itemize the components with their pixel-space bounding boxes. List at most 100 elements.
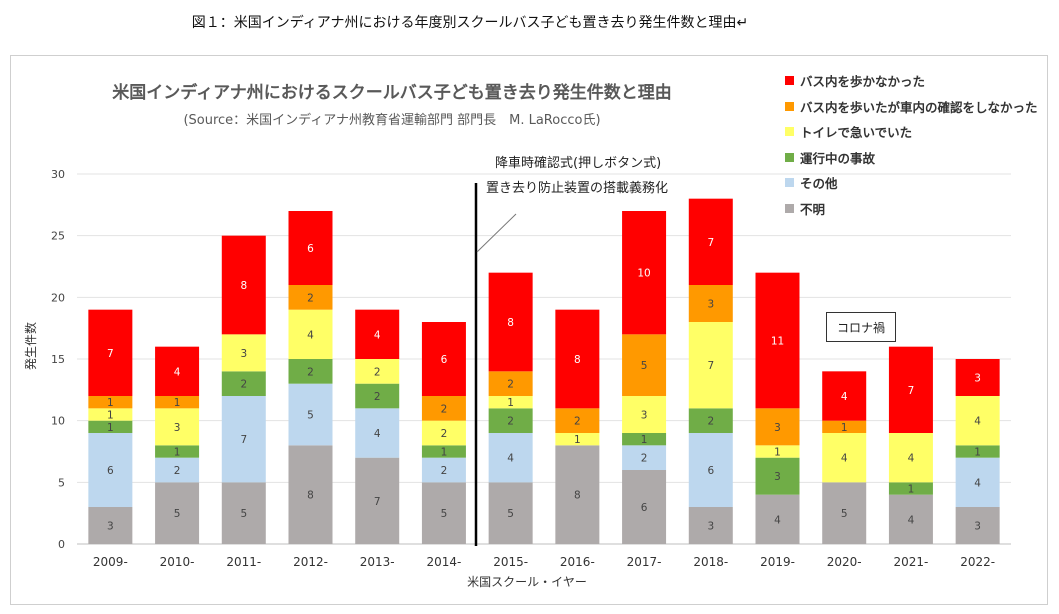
- data-label: 4: [374, 329, 381, 341]
- x-tick-label: 2016-: [560, 555, 595, 569]
- data-label: 4: [841, 391, 848, 403]
- x-tick-label: 2018-: [693, 555, 728, 569]
- bar-segment: [822, 482, 867, 544]
- data-label: 4: [307, 329, 314, 341]
- data-label: 2: [641, 453, 648, 465]
- bar-segment: [955, 359, 1000, 396]
- data-label: 1: [441, 447, 448, 459]
- bar-segment: [622, 470, 667, 544]
- data-label: 3: [707, 299, 714, 311]
- bar-segment: [355, 359, 400, 384]
- bar-segment: [488, 433, 533, 483]
- bar-segment: [421, 322, 466, 396]
- bar-segment: [221, 396, 266, 483]
- bar-segment: [155, 445, 200, 458]
- y-tick-label: 20: [51, 291, 65, 304]
- data-label: 7: [240, 434, 247, 446]
- data-label: 1: [974, 447, 981, 459]
- x-tick-label: 2014-: [426, 555, 461, 569]
- data-label: 6: [107, 465, 114, 477]
- x-tick-label: 2020-: [827, 555, 862, 569]
- data-label: 11: [771, 336, 784, 348]
- bar-segment: [421, 457, 466, 483]
- legend-item: バス内を歩いたが車内の確認をしなかった: [785, 94, 1040, 120]
- bar-segment: [421, 420, 466, 446]
- legend-item: 不明: [785, 196, 1040, 222]
- data-label: 4: [974, 477, 981, 489]
- x-tick-label: 2009-: [93, 555, 128, 569]
- bar-segment: [822, 420, 867, 433]
- bar-segment: [822, 433, 867, 483]
- bar-segment: [555, 433, 600, 446]
- data-label: 4: [908, 514, 915, 526]
- annotation-leader-line: [476, 213, 517, 253]
- y-tick-label: 25: [51, 230, 65, 243]
- bar-segment: [155, 457, 200, 483]
- bar-segment: [288, 445, 333, 544]
- bar-segment: [488, 482, 533, 544]
- bar-segment: [755, 445, 800, 458]
- data-label: 2: [174, 465, 181, 477]
- x-tick-label: 2010-: [160, 555, 195, 569]
- data-label: 3: [774, 422, 781, 434]
- bar-segment: [155, 396, 200, 409]
- data-label: 7: [374, 496, 381, 508]
- data-label: 5: [507, 508, 514, 520]
- divider-annotation-line1: 降車時確認式(押しボタン式): [495, 156, 662, 171]
- data-label: 2: [307, 366, 314, 378]
- bar-segment: [688, 322, 733, 409]
- data-label: 6: [441, 354, 448, 366]
- y-tick-label: 30: [51, 168, 65, 181]
- bar-segment: [622, 211, 667, 335]
- data-label: 4: [774, 514, 781, 526]
- chart-title: 米国インディアナ州におけるスクールバス子ども置き去り発生件数と理由: [112, 82, 671, 103]
- legend-item: トイレで急いでいた: [785, 119, 1040, 145]
- bar-segment: [488, 396, 533, 409]
- y-tick-label: 15: [51, 353, 65, 366]
- data-label: 3: [774, 471, 781, 483]
- bar-segment: [622, 334, 667, 396]
- bar-segment: [221, 235, 266, 335]
- data-label: 1: [574, 434, 581, 446]
- legend-label: その他: [800, 176, 838, 192]
- data-label: 8: [574, 354, 581, 366]
- bar-segment: [355, 383, 400, 409]
- data-label: 2: [307, 292, 314, 304]
- y-tick-label: 5: [58, 476, 65, 489]
- data-label: 4: [841, 453, 848, 465]
- data-label: 1: [641, 434, 648, 446]
- bar-segment: [221, 334, 266, 372]
- gridlines: [77, 173, 1011, 545]
- y-tick-label: 0: [58, 538, 65, 551]
- bars: 3611175213145723885242674224521226542128…: [88, 198, 1000, 544]
- bar-segment: [755, 408, 800, 446]
- data-label: 4: [974, 416, 981, 428]
- data-label: 3: [974, 521, 981, 533]
- bar-segment: [155, 346, 200, 396]
- bar-segment: [355, 457, 400, 544]
- bar-segment: [155, 482, 200, 544]
- data-label: 4: [507, 453, 514, 465]
- bar-segment: [488, 371, 533, 396]
- bar-segment: [888, 494, 933, 544]
- x-tick-label: 2013-: [360, 555, 395, 569]
- x-tick-label: 2022-: [960, 555, 995, 569]
- data-label: 7: [707, 360, 714, 372]
- bar-segment: [755, 494, 800, 544]
- x-tick-label: 2017-: [627, 555, 662, 569]
- x-axis-label: 米国スクール・イヤー: [467, 575, 587, 589]
- corona-annotation-box: コロナ禍: [826, 312, 896, 342]
- figure-caption: 図１：米国インディアナ州における年度別スクールバス子ども置き去り発生件数と理由↵: [191, 15, 749, 31]
- y-axis-label: 発生件数: [23, 322, 38, 370]
- chart-subtitle: (Source：米国インディアナ州教育省運輸部門 部門長 M. LaRocco氏…: [183, 112, 600, 128]
- data-label: 5: [174, 508, 181, 520]
- bar-segment: [688, 198, 733, 285]
- bar-segment: [421, 396, 466, 421]
- x-tick-label: 2019-: [760, 555, 795, 569]
- data-label: 3: [974, 373, 981, 385]
- bar-segment: [155, 408, 200, 446]
- bar-segment: [288, 211, 333, 285]
- bar-segment: [888, 433, 933, 483]
- data-label: 5: [441, 508, 448, 520]
- legend-swatch: [785, 76, 794, 86]
